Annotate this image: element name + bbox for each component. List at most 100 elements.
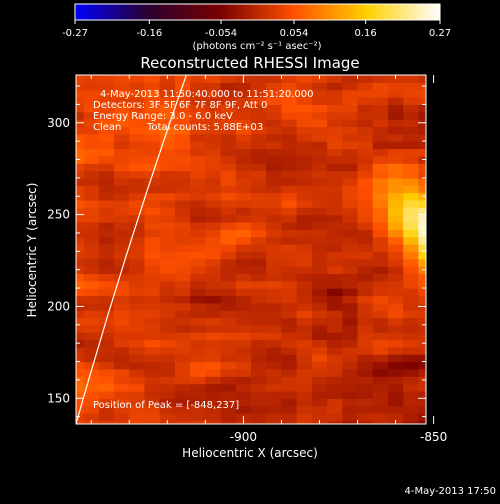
- heatmap-cell: [266, 148, 283, 157]
- heatmap-cell: [83, 361, 100, 370]
- heatmap-cell: [342, 104, 359, 113]
- heatmap-cell: [266, 75, 283, 83]
- heatmap-cell: [129, 97, 146, 105]
- heatmap-cell: [296, 119, 313, 128]
- heatmap-cell: [296, 302, 313, 311]
- heatmap-cell: [357, 243, 374, 252]
- heatmap-cell: [251, 361, 267, 370]
- heatmap-cell: [76, 82, 85, 91]
- heatmap-cell: [296, 185, 313, 194]
- heatmap-cell: [83, 97, 100, 105]
- heatmap-cell: [83, 317, 100, 326]
- heatmap-cell: [220, 119, 237, 128]
- heatmap-cell: [220, 97, 237, 105]
- heatmap-cell: [311, 398, 328, 407]
- heatmap-cell: [76, 199, 85, 208]
- heatmap-cell: [251, 258, 267, 267]
- heatmap-cell: [129, 361, 146, 370]
- heatmap-cell: [251, 185, 267, 194]
- heatmap-cell: [342, 148, 359, 157]
- heatmap-cell: [114, 177, 130, 186]
- heatmap-cells: [76, 75, 426, 424]
- heatmap-cell: [144, 97, 161, 105]
- heatmap-cell: [98, 266, 115, 274]
- heatmap-cell: [235, 126, 252, 135]
- heatmap-cell: [76, 420, 85, 424]
- heatmap-cell: [114, 398, 130, 407]
- heatmap-cell: [387, 97, 404, 105]
- heatmap-cell: [205, 361, 222, 370]
- heatmap-cell: [311, 199, 328, 208]
- heatmap-cell: [327, 383, 343, 392]
- heatmap-cell: [98, 148, 115, 157]
- heatmap-cell: [235, 163, 252, 172]
- heatmap-cell: [266, 288, 283, 297]
- heatmap-cell: [129, 383, 146, 392]
- heatmap-cell: [174, 288, 191, 297]
- heatmap-cell: [159, 104, 176, 113]
- heatmap-cell: [296, 339, 313, 348]
- heatmap-cell: [190, 354, 206, 363]
- heatmap-cell: [357, 133, 374, 142]
- heatmap-cell: [266, 295, 283, 304]
- heatmap-cell: [235, 177, 252, 186]
- heatmap-cell: [327, 75, 343, 83]
- heatmap-cell: [266, 273, 283, 282]
- heatmap-cell: [98, 420, 115, 424]
- heatmap-cell: [98, 97, 115, 105]
- heatmap-cell: [220, 332, 237, 341]
- heatmap-cell: [296, 111, 313, 120]
- heatmap-cell: [235, 89, 252, 98]
- heatmap-cell: [342, 310, 359, 319]
- heatmap-cell: [159, 199, 176, 208]
- heatmap-cell: [114, 420, 130, 424]
- heatmap-cell: [98, 251, 115, 260]
- heatmap-cell: [174, 332, 191, 341]
- heatmap-cell: [311, 163, 328, 172]
- heatmap-cell: [159, 339, 176, 348]
- heatmap-cell: [190, 155, 206, 164]
- heatmap-cell: [387, 141, 404, 150]
- heatmap-cell: [311, 310, 328, 319]
- heatmap-cell: [144, 111, 161, 120]
- heatmap-cell: [159, 288, 176, 297]
- heatmap-cell: [372, 133, 389, 142]
- heatmap-cell: [296, 361, 313, 370]
- heatmap-cell: [83, 412, 100, 421]
- heatmap-cell: [98, 368, 115, 377]
- heatmap-cell: [174, 412, 191, 421]
- heatmap-cell: [235, 148, 252, 157]
- heatmap-cell: [266, 302, 283, 311]
- heatmap-cell: [205, 251, 222, 260]
- heatmap-cell: [98, 339, 115, 348]
- heatmap-cell: [342, 199, 359, 208]
- heatmap-cell: [342, 82, 359, 91]
- heatmap-cell: [342, 221, 359, 230]
- heatmap-cell: [418, 97, 426, 105]
- heatmap-cell: [387, 243, 404, 252]
- heatmap-cell: [190, 236, 206, 245]
- heatmap-cell: [372, 111, 389, 120]
- heatmap-cell: [281, 383, 298, 392]
- heatmap-cell: [281, 163, 298, 172]
- heatmap-cell: [357, 163, 374, 172]
- heatmap-cell: [327, 221, 343, 230]
- heatmap-cell: [357, 89, 374, 98]
- heatmap-cell: [327, 185, 343, 194]
- heatmap-cell: [144, 258, 161, 267]
- heatmap-cell: [83, 354, 100, 363]
- heatmap-cell: [266, 89, 283, 98]
- heatmap-cell: [281, 185, 298, 194]
- heatmap-cell: [372, 266, 389, 274]
- heatmap-cell: [76, 383, 85, 392]
- heatmap-cell: [251, 214, 267, 223]
- heatmap-cell: [296, 133, 313, 142]
- heatmap-cell: [372, 141, 389, 150]
- heatmap-cell: [144, 192, 161, 201]
- heatmap-cell: [114, 119, 130, 128]
- heatmap-cell: [281, 97, 298, 105]
- heatmap-cell: [174, 111, 191, 120]
- heatmap-cell: [327, 199, 343, 208]
